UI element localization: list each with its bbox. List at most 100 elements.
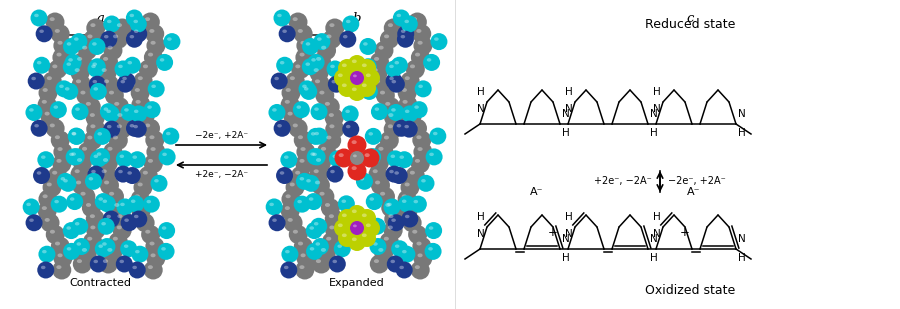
Ellipse shape (90, 214, 95, 218)
Circle shape (396, 261, 413, 278)
Ellipse shape (285, 88, 291, 92)
Ellipse shape (401, 88, 407, 92)
Ellipse shape (362, 234, 366, 237)
Ellipse shape (106, 110, 111, 113)
Circle shape (279, 25, 296, 42)
Ellipse shape (302, 85, 307, 88)
Circle shape (271, 73, 288, 90)
Ellipse shape (418, 147, 423, 151)
Ellipse shape (98, 244, 103, 248)
Ellipse shape (316, 158, 321, 162)
Ellipse shape (91, 65, 95, 68)
Circle shape (89, 58, 106, 75)
Circle shape (112, 19, 131, 37)
Ellipse shape (148, 53, 153, 57)
Ellipse shape (102, 222, 106, 226)
Ellipse shape (330, 170, 335, 173)
Circle shape (100, 176, 119, 195)
Ellipse shape (366, 74, 371, 77)
Circle shape (82, 97, 101, 116)
Ellipse shape (121, 203, 125, 206)
Text: +: + (548, 226, 558, 239)
Circle shape (40, 213, 59, 232)
Ellipse shape (59, 85, 64, 88)
Ellipse shape (378, 248, 383, 252)
Ellipse shape (373, 222, 377, 226)
Circle shape (387, 256, 404, 273)
Text: N: N (565, 229, 573, 239)
Ellipse shape (402, 100, 408, 104)
Ellipse shape (320, 248, 326, 252)
Circle shape (348, 83, 366, 101)
Ellipse shape (150, 41, 156, 45)
Ellipse shape (161, 247, 166, 251)
Ellipse shape (360, 177, 364, 180)
Circle shape (130, 25, 148, 42)
Circle shape (415, 80, 432, 97)
Ellipse shape (343, 35, 347, 38)
Circle shape (358, 79, 376, 97)
Ellipse shape (304, 87, 309, 91)
Ellipse shape (132, 266, 137, 269)
Ellipse shape (109, 192, 114, 196)
Ellipse shape (412, 230, 418, 234)
Circle shape (72, 176, 91, 195)
Circle shape (313, 33, 330, 50)
Ellipse shape (332, 260, 338, 263)
Circle shape (61, 83, 78, 100)
Ellipse shape (82, 248, 87, 252)
Ellipse shape (296, 105, 302, 109)
Ellipse shape (132, 155, 137, 159)
Circle shape (133, 178, 152, 197)
Ellipse shape (112, 136, 118, 139)
Circle shape (410, 260, 429, 280)
Ellipse shape (306, 179, 310, 183)
Circle shape (289, 119, 308, 138)
Circle shape (383, 19, 403, 37)
Circle shape (36, 25, 53, 42)
Ellipse shape (37, 171, 41, 175)
Circle shape (292, 60, 310, 79)
Circle shape (50, 131, 70, 150)
Ellipse shape (76, 79, 81, 83)
Circle shape (50, 196, 68, 213)
Text: N: N (477, 229, 485, 239)
Ellipse shape (86, 102, 91, 106)
Ellipse shape (60, 177, 65, 180)
Circle shape (146, 237, 165, 256)
Circle shape (401, 105, 419, 122)
Ellipse shape (368, 152, 373, 156)
Circle shape (130, 15, 147, 32)
Ellipse shape (284, 100, 290, 104)
Ellipse shape (327, 35, 331, 38)
Circle shape (126, 120, 143, 137)
Circle shape (113, 210, 132, 229)
Ellipse shape (418, 253, 423, 257)
Circle shape (301, 83, 318, 100)
Circle shape (83, 232, 102, 251)
Circle shape (328, 150, 346, 167)
Circle shape (374, 142, 393, 161)
Ellipse shape (363, 42, 368, 46)
Ellipse shape (284, 206, 290, 210)
Circle shape (131, 95, 150, 114)
Ellipse shape (124, 218, 129, 222)
Ellipse shape (106, 215, 111, 218)
Ellipse shape (68, 58, 73, 61)
Ellipse shape (311, 58, 316, 61)
Circle shape (266, 198, 283, 215)
Circle shape (285, 178, 304, 197)
Circle shape (320, 97, 339, 116)
Circle shape (380, 232, 399, 251)
Circle shape (312, 153, 331, 172)
Circle shape (384, 210, 403, 229)
Ellipse shape (378, 147, 383, 151)
Circle shape (70, 165, 89, 184)
Ellipse shape (352, 166, 356, 170)
Circle shape (90, 83, 107, 100)
Ellipse shape (295, 171, 301, 175)
Ellipse shape (41, 155, 46, 159)
Circle shape (315, 86, 334, 105)
Ellipse shape (433, 132, 437, 135)
Ellipse shape (145, 230, 150, 234)
